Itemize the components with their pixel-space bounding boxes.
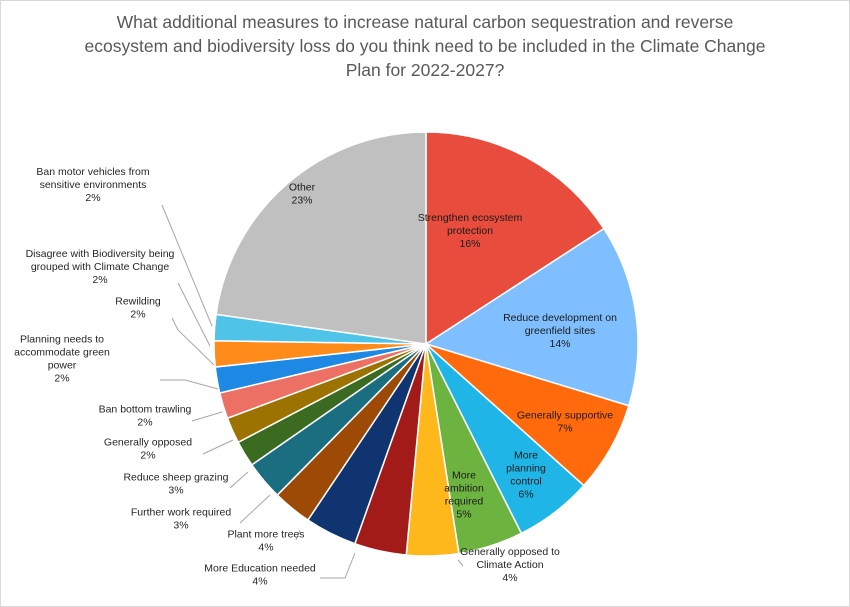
data-label-reduce-sheep-grazing: Reduce sheep grazing 3% xyxy=(123,472,228,497)
leader-line-planning-needs-to-accommodate-green-power xyxy=(160,379,219,390)
leader-line-ban-bottom-trawling xyxy=(191,411,223,422)
data-label-value: 2% xyxy=(140,450,155,462)
chart-title: What additional measures to increase nat… xyxy=(75,10,775,82)
data-label-value: 2% xyxy=(54,373,69,385)
leader-line-generally-opposed-to-climate-action xyxy=(457,559,464,567)
pie-slices xyxy=(213,131,639,557)
data-label-value: 4% xyxy=(258,542,273,554)
leader-line-reduce-sheep-grazing xyxy=(229,471,249,489)
data-label-more-ambition-required: More ambition required 5% xyxy=(444,470,484,521)
leader-line-rewilding xyxy=(171,317,215,366)
data-label-generally-opposed-to-climate-action: Generally opposed to Climate Action 4% xyxy=(460,546,560,584)
data-label-plant-more-trees: Plant more trees 4% xyxy=(227,529,304,554)
data-label-generally-opposed: Generally opposed 2% xyxy=(104,437,192,462)
data-label-more-planning-control: More planning control 6% xyxy=(506,450,546,501)
pie-slice-strengthen-ecosystem-protection xyxy=(425,131,605,346)
leader-line-disagree-with-biodiversity-being-grouped-with-climate-change xyxy=(177,282,211,347)
data-label-reduce-development-on-greenfield-sites: Reduce development on greenfield sites 14% xyxy=(503,312,617,350)
leader-line-plant-more-trees xyxy=(295,529,301,541)
data-label-value: 2% xyxy=(130,309,145,321)
pie-slice-other xyxy=(215,131,427,345)
data-label-category: Ban motor vehicles from xyxy=(36,166,149,178)
data-label-category: Further work required xyxy=(131,507,232,519)
data-label-more-education-needed: More Education needed 4% xyxy=(204,563,316,588)
leader-line-more-education-needed xyxy=(320,552,356,579)
data-label-category: Generally opposed to xyxy=(460,546,560,558)
data-label-category: accommodate green xyxy=(14,347,110,359)
data-label-category: Generally supportive xyxy=(517,410,613,422)
data-label-category: sensitive environments xyxy=(40,179,147,191)
data-label-category: protection xyxy=(447,225,493,237)
data-label-category: greenfield sites xyxy=(525,325,596,337)
chart-title-line: Plan for 2022-2027? xyxy=(345,60,505,80)
data-label-value: 7% xyxy=(557,423,572,435)
data-label-category: Reduce sheep grazing xyxy=(123,472,228,484)
data-label-disagree-with-biodiversity-being-grouped-with-climate-change: Disagree with Biodiversity being grouped … xyxy=(26,248,175,286)
data-labels: Strengthen ecosystem protection 16% Reduce … xyxy=(14,166,617,588)
data-label-category: Planning needs to xyxy=(20,334,104,346)
data-label-planning-needs-to-accommodate-green-power: Planning needs to accommodate green power 2… xyxy=(14,334,110,385)
data-label-category: Disagree with Biodiversity being xyxy=(26,248,175,260)
data-label-category: Strengthen ecosystem xyxy=(418,212,523,224)
chart-title-line: What additional measures to increase nat… xyxy=(116,12,734,32)
data-label-category: Plant more trees xyxy=(227,529,304,541)
data-label-value: 2% xyxy=(85,192,100,204)
leader-line-ban-motor-vehicles-from-sensitive-environments xyxy=(161,204,213,327)
data-label-category: Rewilding xyxy=(115,296,161,308)
data-label-value: 4% xyxy=(252,576,267,588)
data-label-category: Climate Action xyxy=(476,559,543,571)
data-label-value: 2% xyxy=(137,417,152,429)
data-label-category: required xyxy=(445,496,484,508)
data-label-ban-bottom-trawling: Ban bottom trawling 2% xyxy=(99,404,192,429)
data-label-value: 23% xyxy=(291,195,312,207)
data-label-further-work-required: Further work required 3% xyxy=(131,507,232,532)
data-label-value: 2% xyxy=(92,274,107,286)
data-label-category: Reduce development on xyxy=(503,312,617,324)
data-label-category: grouped with Climate Change xyxy=(31,261,169,273)
data-label-category: More xyxy=(514,450,538,462)
leader-lines xyxy=(160,204,464,579)
data-label-category: power xyxy=(48,360,77,372)
data-label-category: control xyxy=(510,476,542,488)
data-label-category: Other xyxy=(289,182,316,194)
data-label-value: 3% xyxy=(168,485,183,497)
data-label-generally-supportive: Generally supportive 7% xyxy=(517,410,613,435)
data-label-value: 3% xyxy=(173,520,188,532)
data-label-ban-motor-vehicles-from-sensitive-environments: Ban motor vehicles from sensitive environ… xyxy=(36,166,149,204)
data-label-strengthen-ecosystem-protection: Strengthen ecosystem protection 16% xyxy=(418,212,523,250)
data-label-category: More Education needed xyxy=(204,563,316,575)
data-label-category: Ban bottom trawling xyxy=(99,404,192,416)
data-label-value: 14% xyxy=(549,338,570,350)
data-label-value: 6% xyxy=(518,489,533,501)
leader-line-further-work-required xyxy=(239,494,271,524)
data-label-other: Other 23% xyxy=(289,182,316,207)
data-label-rewilding: Rewilding 2% xyxy=(115,296,161,321)
data-label-value: 16% xyxy=(459,238,480,250)
chart-title-line: ecosystem and biodiversity loss do you t… xyxy=(84,36,766,56)
data-label-value: 4% xyxy=(502,572,517,584)
data-label-category: planning xyxy=(506,463,546,475)
leader-line-generally-opposed xyxy=(202,439,234,455)
data-label-category: More xyxy=(452,470,476,482)
data-label-value: 5% xyxy=(456,509,471,521)
pie-slice-reduce-development-on-greenfield-sites xyxy=(424,227,639,407)
data-label-category: Generally opposed xyxy=(104,437,192,449)
data-label-category: ambition xyxy=(444,483,484,495)
